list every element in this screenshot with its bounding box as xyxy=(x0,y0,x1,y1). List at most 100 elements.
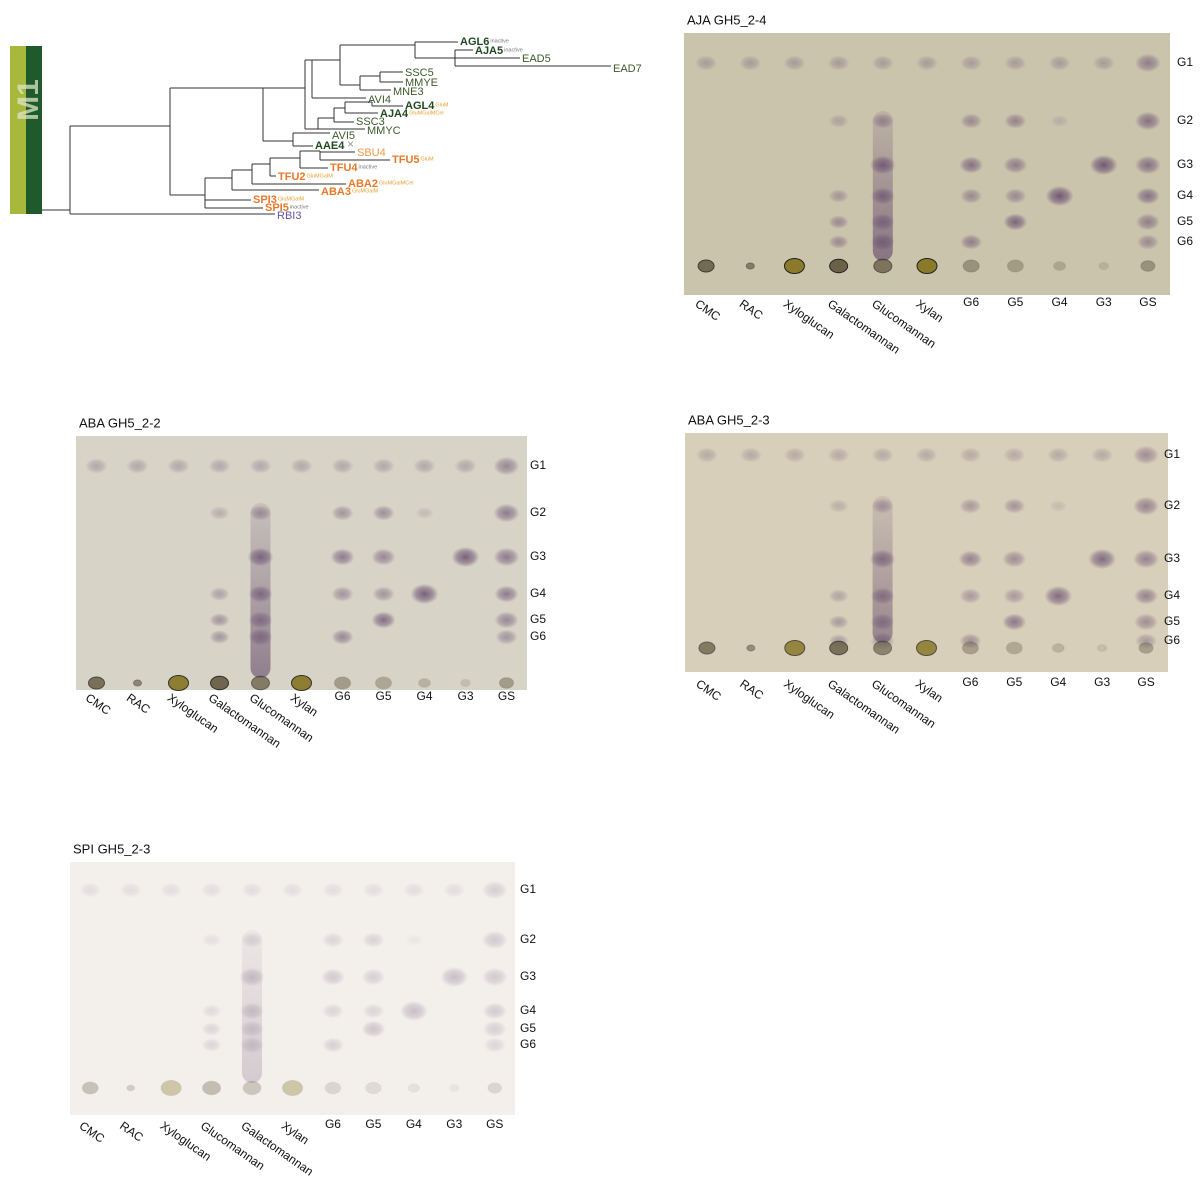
spot xyxy=(494,548,520,567)
spot xyxy=(440,967,468,987)
leaf-label: MMYC xyxy=(367,125,401,137)
lane-label: RAC xyxy=(737,677,766,703)
origin-spot xyxy=(1097,644,1107,652)
origin-spot xyxy=(500,678,514,689)
origin-spot xyxy=(784,259,804,274)
lane-label: GS xyxy=(486,1117,503,1131)
spot xyxy=(210,630,230,644)
marker-label: G3 xyxy=(1177,157,1193,171)
spot xyxy=(202,1038,222,1052)
spot xyxy=(783,55,805,70)
origin-spot xyxy=(243,1081,261,1095)
origin-spot xyxy=(1007,260,1023,272)
origin-spot xyxy=(335,677,351,689)
origin-spot xyxy=(699,642,715,654)
origin-spot xyxy=(169,676,189,691)
origin-spot xyxy=(1052,644,1064,653)
leaf-note: inactive xyxy=(359,164,378,170)
spot xyxy=(160,882,182,897)
origin-spot xyxy=(785,641,805,656)
spot xyxy=(282,882,304,897)
lane-label: G6 xyxy=(325,1117,341,1131)
lane-label: G3 xyxy=(446,1117,462,1131)
origin-spot xyxy=(365,1082,381,1094)
leaf-note: inactive xyxy=(490,38,509,44)
origin-spot xyxy=(1099,262,1109,270)
lane-label: G3 xyxy=(457,689,473,703)
leaf-label: ABA3 xyxy=(321,186,351,198)
spot xyxy=(1002,614,1026,631)
spot xyxy=(1051,115,1069,127)
spot xyxy=(372,549,396,566)
spot xyxy=(1003,157,1027,174)
plate-title: AJA GH5_2-4 xyxy=(687,12,767,27)
spot xyxy=(958,551,982,568)
figure: M1 AGL6inactiveAJA5inactiveEAD5EAD7SSC5M… xyxy=(0,0,1200,1193)
spot xyxy=(494,457,520,476)
leaf-note: GluMGalM xyxy=(352,188,379,194)
marker-label: G6 xyxy=(1164,633,1180,647)
spot xyxy=(482,881,508,900)
spot xyxy=(828,55,850,70)
leaf-label: EAD5 xyxy=(522,53,551,65)
origin-spot xyxy=(1054,262,1066,271)
spot xyxy=(361,1021,385,1038)
leaf-label: TFU4 xyxy=(330,162,358,174)
origin-spot xyxy=(917,641,937,656)
lane-label: G4 xyxy=(1052,295,1068,309)
spot xyxy=(959,588,981,603)
spot xyxy=(872,55,894,70)
spot xyxy=(740,447,762,462)
spot xyxy=(362,882,384,897)
marker-label: G4 xyxy=(530,586,546,600)
spot xyxy=(1136,188,1160,205)
lane-label: CMC xyxy=(693,297,724,324)
spot xyxy=(416,507,434,519)
origin-spot xyxy=(203,1081,221,1095)
lane-label: GS xyxy=(1137,675,1154,689)
origin-spot xyxy=(283,1081,303,1096)
spot xyxy=(322,1037,344,1052)
spot xyxy=(829,114,849,128)
spot xyxy=(405,934,423,946)
lane-label: G4 xyxy=(406,1117,422,1131)
spot xyxy=(373,586,395,601)
spot xyxy=(1135,54,1161,73)
marker-label: G2 xyxy=(1164,498,1180,512)
spot xyxy=(373,505,395,520)
spot xyxy=(322,932,344,947)
spot xyxy=(1049,500,1067,512)
spot xyxy=(828,447,850,462)
leaf-label: TFU5 xyxy=(392,154,420,166)
marker-label: G4 xyxy=(1164,588,1180,602)
spot xyxy=(959,157,983,174)
spot xyxy=(210,613,230,627)
spot xyxy=(372,612,396,629)
spot xyxy=(331,549,355,566)
origin-spot xyxy=(161,1081,181,1096)
spot xyxy=(1088,549,1116,569)
leaf-label: EAD7 xyxy=(613,63,642,75)
leaf-label: AJA5 xyxy=(475,45,503,57)
spot xyxy=(695,55,717,70)
leaf-label: AVI4 xyxy=(368,94,391,106)
spot xyxy=(210,506,230,520)
spot xyxy=(1003,588,1025,603)
spot xyxy=(362,932,384,947)
lane-label: CMC xyxy=(77,1119,108,1146)
spot xyxy=(86,458,108,473)
marker-label: G2 xyxy=(530,505,546,519)
origin-spot xyxy=(252,676,270,690)
origin-spot xyxy=(874,259,892,273)
spot xyxy=(1003,447,1025,462)
spot xyxy=(168,458,190,473)
lane-label: G6 xyxy=(963,295,979,309)
lane-label: CMC xyxy=(693,677,724,704)
origin-spot xyxy=(962,642,978,654)
smear xyxy=(873,111,893,261)
spot xyxy=(411,584,439,604)
lane-label: G5 xyxy=(375,689,391,703)
spot xyxy=(1004,55,1026,70)
spot xyxy=(455,458,477,473)
marker-label: G5 xyxy=(1177,214,1193,228)
